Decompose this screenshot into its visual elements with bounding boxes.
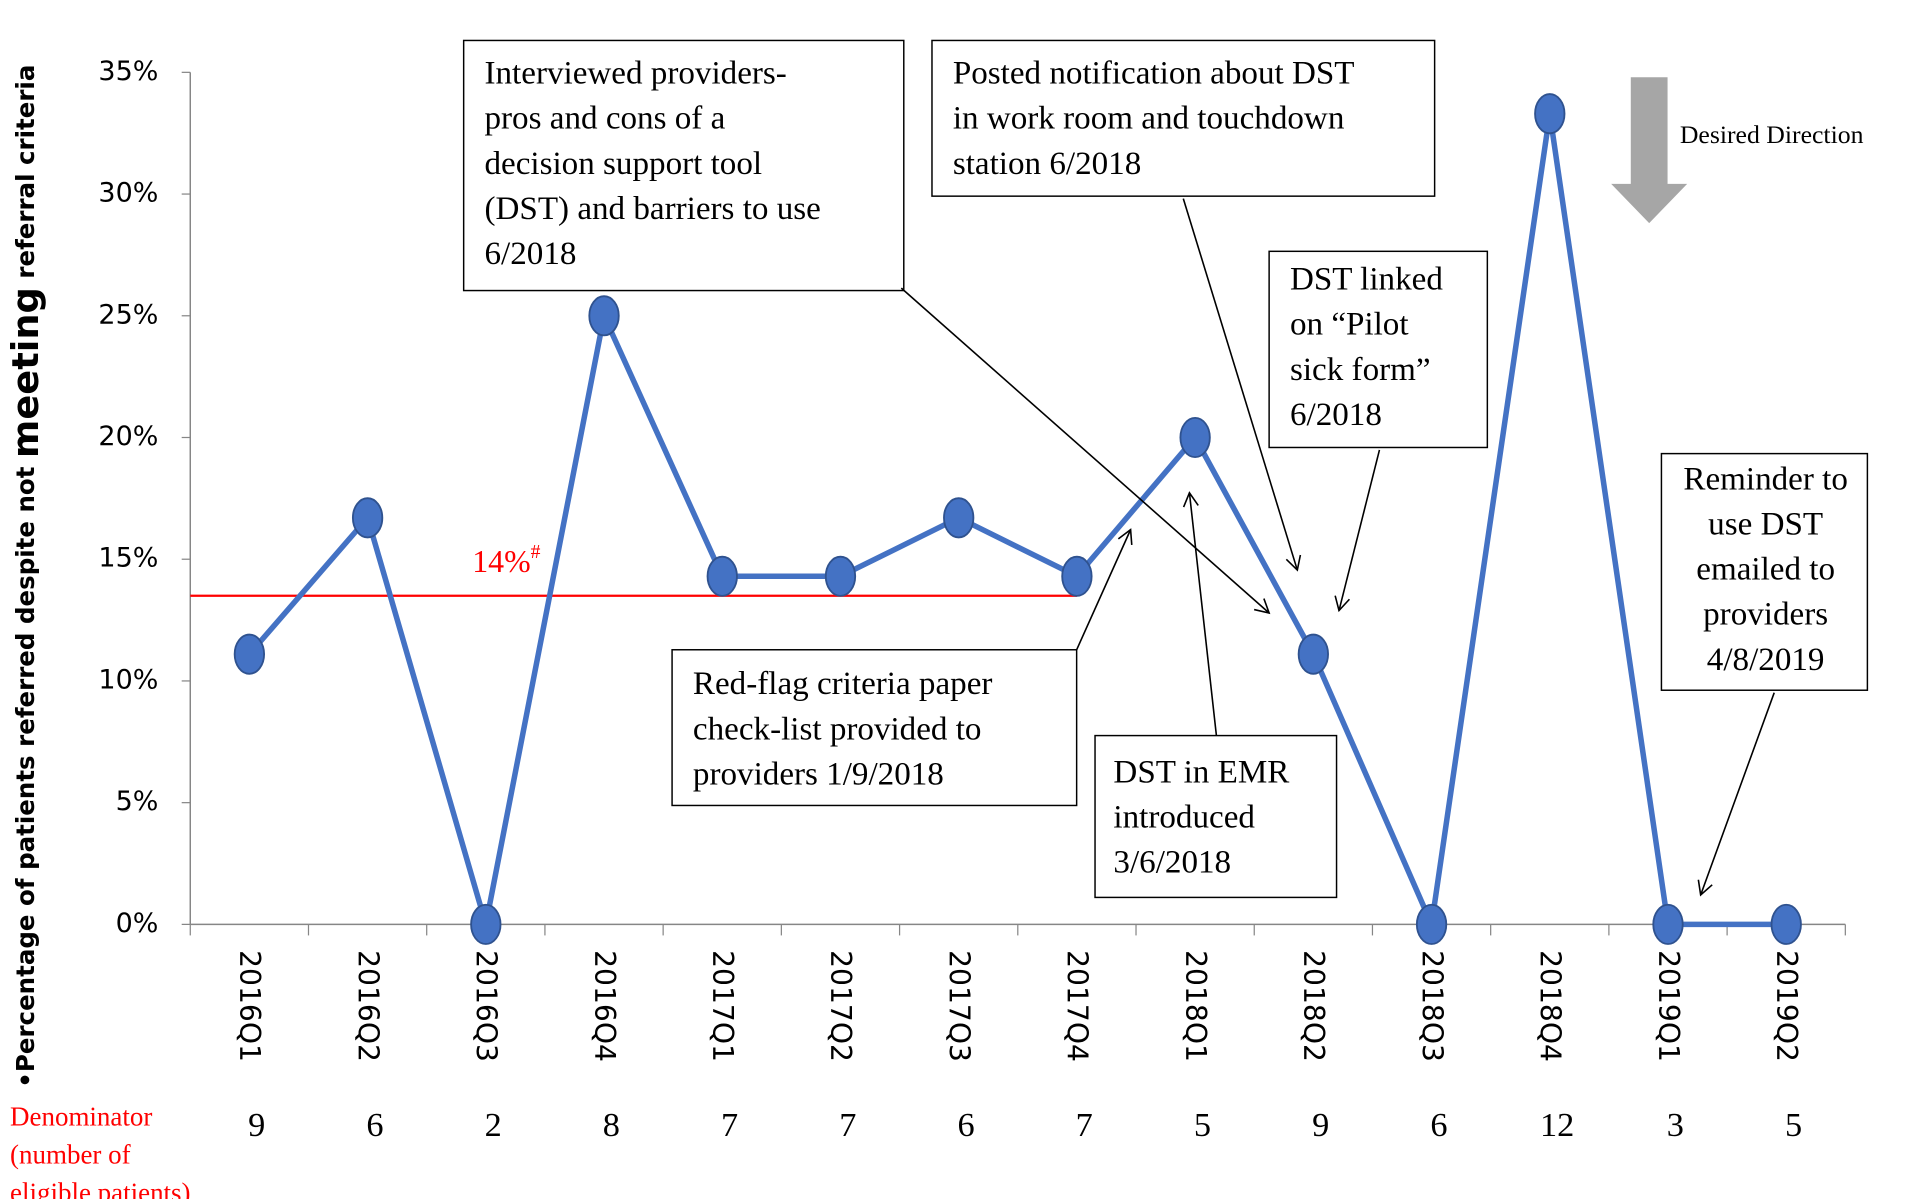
annotation-text: 6/2018: [1290, 397, 1382, 433]
annotation-text: station 6/2018: [953, 146, 1141, 182]
denominator: 7: [1076, 1106, 1093, 1144]
annotation-text: emailed to: [1696, 552, 1835, 588]
annotation-arrow: [1697, 692, 1775, 897]
annotation-text: Reminder to: [1683, 461, 1848, 497]
reference-sup: #: [531, 541, 541, 562]
point: [1061, 555, 1093, 597]
point: [1652, 903, 1684, 945]
annotation-arrow: [900, 287, 1271, 615]
reference-value: 14%: [472, 544, 530, 579]
point: [351, 497, 384, 539]
y-label-part: referral criteria: [11, 65, 40, 287]
point: [1770, 903, 1802, 945]
point: [588, 295, 620, 337]
point: [943, 497, 975, 539]
annotation-text: DST linked: [1290, 262, 1443, 298]
x-tick-label: 2017Q2: [824, 950, 857, 1062]
denominator: 8: [603, 1106, 620, 1144]
annotation-text: use DST: [1708, 507, 1823, 543]
annotation-arrow: [1182, 198, 1302, 572]
denominator-label: (number of: [10, 1140, 131, 1170]
x-tick-label: 2018Q2: [1297, 950, 1330, 1062]
annotation-text: 6/2018: [485, 236, 577, 272]
annotation-text: check-list provided to: [693, 711, 982, 747]
annotation-text: providers 1/9/2018: [693, 756, 944, 792]
annotation-text: 4/8/2019: [1707, 642, 1825, 678]
point: [470, 903, 502, 945]
denominator: 5: [1785, 1106, 1802, 1144]
direction-arrow: [1611, 77, 1688, 224]
annotation-arrow: [1334, 449, 1381, 613]
denominator: 6: [366, 1106, 383, 1144]
y-tick-label: 0%: [116, 908, 159, 939]
x-tick-label: 2018Q3: [1415, 950, 1448, 1062]
reference-label: 14%#: [472, 541, 540, 579]
annotation-arrow: [1075, 528, 1133, 651]
y-tick-label: 20%: [98, 421, 158, 452]
denominator: 6: [1430, 1106, 1447, 1144]
y-tick-label: 5%: [116, 786, 159, 817]
point: [706, 555, 738, 597]
x-tick-label: 2017Q4: [1061, 950, 1094, 1062]
annotation-arrow: [1182, 491, 1218, 736]
x-tick-label: 2016Q4: [588, 950, 621, 1062]
annotation-box: [671, 649, 1078, 807]
point: [824, 555, 857, 597]
annotation-text: (DST) and barriers to use: [485, 191, 821, 227]
annotation-text: in work room and touchdown: [953, 101, 1345, 137]
y-axis-label: •Percentage of patients referred despite…: [4, 65, 47, 1088]
annotation-box: [1660, 452, 1869, 691]
x-tick-label: 2017Q3: [942, 950, 975, 1062]
denominator: 7: [721, 1106, 738, 1144]
x-tick-label: 2018Q1: [1179, 950, 1212, 1062]
point: [1297, 633, 1329, 675]
series-line: [247, 113, 1787, 935]
annotation-box: [1094, 734, 1338, 899]
x-tick-label: 2016Q2: [351, 950, 384, 1062]
denominator: 7: [839, 1106, 856, 1144]
annotation-text: on “Pilot: [1290, 307, 1409, 343]
y-tick-label: 10%: [98, 664, 158, 695]
point: [1415, 903, 1448, 945]
annotation-text: Posted notification about DST: [953, 56, 1355, 92]
x-tick-label: 2016Q1: [233, 950, 266, 1062]
y-tick-label: 35%: [98, 56, 158, 87]
x-tick-label: 2019Q2: [1770, 950, 1803, 1062]
y-label-part: •Percentage of patients referred despite…: [11, 458, 40, 1088]
annotation-text: sick form”: [1290, 352, 1431, 388]
annotation-text: pros and cons of a: [485, 101, 726, 137]
annotation-text: Red-flag criteria paper: [693, 666, 993, 702]
direction-label: Desired Direction: [1680, 120, 1864, 149]
point: [1534, 93, 1566, 135]
annotation-box: [931, 39, 1436, 197]
annotation-text: introduced: [1113, 800, 1255, 836]
y-tick-label: 15%: [98, 543, 158, 574]
denominator: 9: [1312, 1106, 1329, 1144]
y-tick-label: 30%: [98, 178, 158, 209]
annotation-text: Interviewed providers-: [485, 56, 787, 92]
annotation-text: decision support tool: [485, 146, 763, 182]
denominator-label: eligible patients): [10, 1178, 191, 1199]
point: [233, 633, 266, 675]
denominator-label: Denominator: [10, 1101, 152, 1131]
annotation-text: 3/6/2018: [1113, 845, 1231, 881]
denominator: 9: [248, 1106, 265, 1144]
denominator: 2: [485, 1106, 502, 1144]
y-tick-label: 25%: [98, 299, 158, 330]
denominator: 3: [1667, 1106, 1684, 1144]
denominator: 12: [1540, 1106, 1574, 1144]
annotation-box: [462, 39, 905, 292]
x-tick-label: 2018Q4: [1534, 950, 1567, 1062]
x-tick-label: 2019Q1: [1652, 950, 1685, 1062]
denominator: 6: [957, 1106, 974, 1144]
annotation-text: providers: [1703, 597, 1828, 633]
annotation-text: DST in EMR: [1113, 754, 1290, 790]
x-tick-label: 2017Q1: [706, 950, 739, 1062]
y-label-part: meeting: [4, 287, 47, 458]
x-tick-label: 2016Q3: [470, 950, 503, 1062]
annotation-box: [1268, 250, 1489, 449]
denominator: 5: [1194, 1106, 1211, 1144]
point: [1179, 416, 1211, 459]
